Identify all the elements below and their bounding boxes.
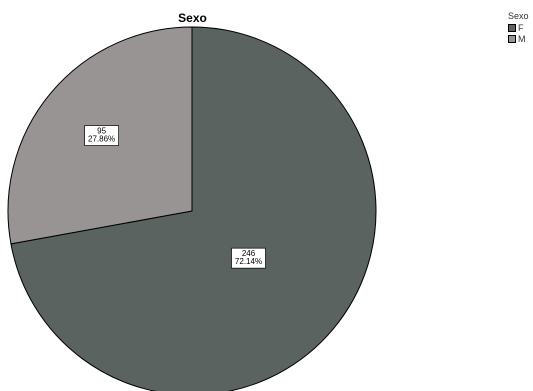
legend: Sexo F M [508, 11, 529, 44]
legend-title: Sexo [508, 11, 529, 21]
chart-title: Sexo [178, 11, 207, 25]
data-label-count: 246 [242, 249, 256, 258]
data-label-box [84, 125, 119, 146]
legend-swatch-f [508, 23, 516, 32]
data-label-percent: 72.14% [235, 257, 262, 266]
data-label-box [231, 247, 266, 269]
legend-label-m: M [518, 33, 526, 44]
legend-item-f: F [508, 22, 529, 33]
legend-label-f: F [518, 22, 524, 33]
data-label-count: 95 [97, 127, 106, 136]
pie-slice-f [10, 26, 377, 391]
legend-item-m: M [508, 33, 529, 44]
legend-swatch-m [508, 34, 516, 43]
data-label-percent: 27.86% [88, 135, 115, 144]
